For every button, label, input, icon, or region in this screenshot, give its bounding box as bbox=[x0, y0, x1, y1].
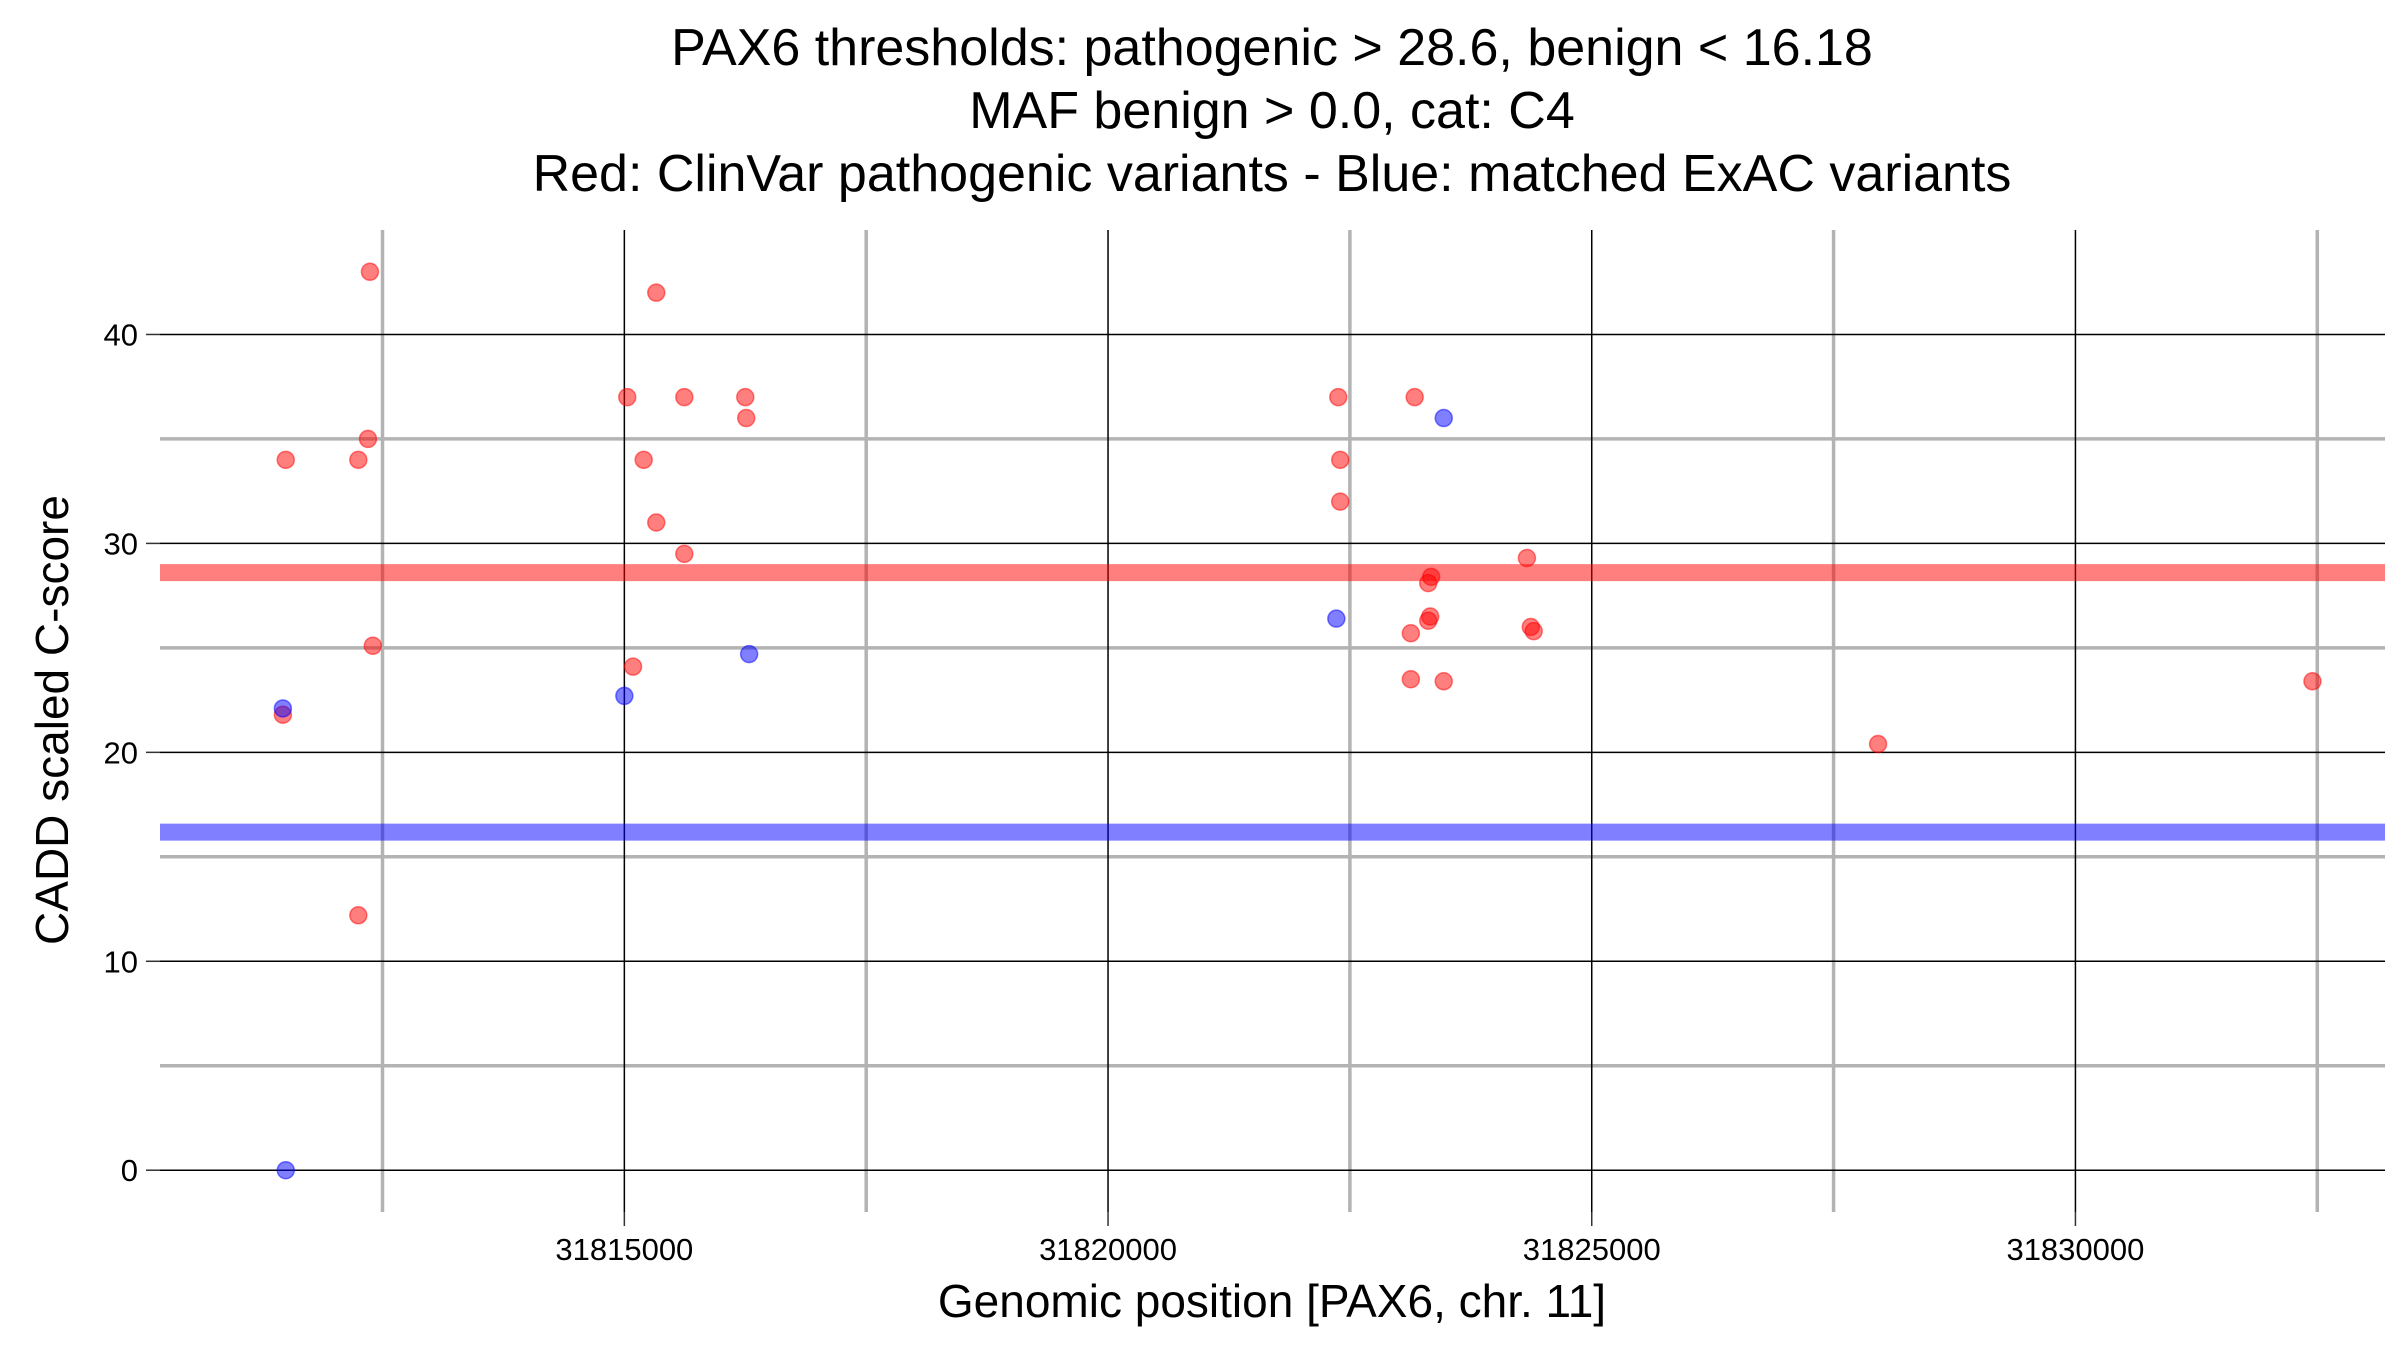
pathogenic-point-9 bbox=[675, 387, 694, 407]
pathogenic-point-6 bbox=[349, 906, 368, 925]
pathogenic-point-11 bbox=[736, 408, 756, 428]
axis-ticks: 0 10 20 30 40 31815000 31820000 31825000 3183000… bbox=[104, 317, 2145, 1267]
x-tick-label-0: 31815000 bbox=[555, 1232, 693, 1267]
grid bbox=[160, 230, 2385, 1212]
benign-point-3 bbox=[739, 644, 759, 664]
chart-title-line-3: Red: ClinVar pathogenic variants - Blue:… bbox=[533, 145, 2012, 203]
benign-point-2 bbox=[615, 686, 634, 706]
pathogenic-point-2 bbox=[276, 450, 296, 470]
data-points bbox=[273, 262, 2322, 1180]
pathogenic-point-20 bbox=[1517, 548, 1537, 568]
y-tick-label-4: 40 bbox=[104, 317, 138, 352]
pathogenic-point-14 bbox=[675, 544, 694, 564]
x-tick-label-1: 31820000 bbox=[1039, 1232, 1177, 1267]
pathogenic-point-22 bbox=[1419, 573, 1438, 593]
pathogenic-point-15 bbox=[623, 657, 643, 676]
pathogenic-point-29 bbox=[1434, 672, 1453, 691]
pathogenic-point-31 bbox=[2303, 672, 2322, 691]
x-tick-label-3: 31830000 bbox=[2006, 1232, 2144, 1267]
y-tick-label-0: 0 bbox=[121, 1153, 138, 1188]
y-tick-label-2: 20 bbox=[104, 735, 138, 770]
threshold-lines bbox=[160, 564, 2385, 841]
y-tick-label-1: 10 bbox=[104, 944, 138, 979]
benign-point-0 bbox=[273, 699, 293, 718]
pathogenic-point-17 bbox=[1405, 387, 1424, 407]
pathogenic-point-19 bbox=[1330, 492, 1350, 511]
pathogenic-point-18 bbox=[1330, 450, 1350, 470]
x-axis-label: Genomic position [PAX6, chr. 11] bbox=[938, 1275, 1606, 1327]
chart-title-line-1: PAX6 thresholds: pathogenic > 28.6, beni… bbox=[671, 19, 1873, 77]
pathogenic-point-13 bbox=[647, 513, 666, 532]
pathogenic-point-0 bbox=[360, 262, 380, 282]
pathogenic-point-12 bbox=[634, 450, 653, 470]
x-tick-label-2: 31825000 bbox=[1523, 1232, 1661, 1267]
pathogenic-point-1 bbox=[358, 429, 378, 449]
y-axis-label: CADD scaled C-score bbox=[26, 495, 78, 945]
pathogenic-point-28 bbox=[1401, 669, 1421, 689]
pathogenic-point-24 bbox=[1419, 611, 1438, 630]
pathogenic-point-10 bbox=[736, 387, 755, 407]
benign-point-1 bbox=[276, 1160, 296, 1180]
y-tick-label-3: 30 bbox=[104, 526, 138, 561]
pathogenic-point-30 bbox=[1868, 734, 1888, 754]
pathogenic-point-25 bbox=[1401, 623, 1421, 643]
pathogenic-point-4 bbox=[363, 636, 383, 656]
pathogenic-point-7 bbox=[647, 283, 666, 302]
chart-title-line-2: MAF benign > 0.0, cat: C4 bbox=[969, 82, 1575, 140]
pathogenic-point-8 bbox=[618, 387, 637, 407]
benign-point-4 bbox=[1327, 609, 1346, 628]
pathogenic-point-3 bbox=[349, 450, 368, 470]
benign-point-5 bbox=[1434, 408, 1453, 428]
pathogenic-point-27 bbox=[1524, 621, 1543, 641]
pathogenic-point-16 bbox=[1329, 387, 1348, 407]
